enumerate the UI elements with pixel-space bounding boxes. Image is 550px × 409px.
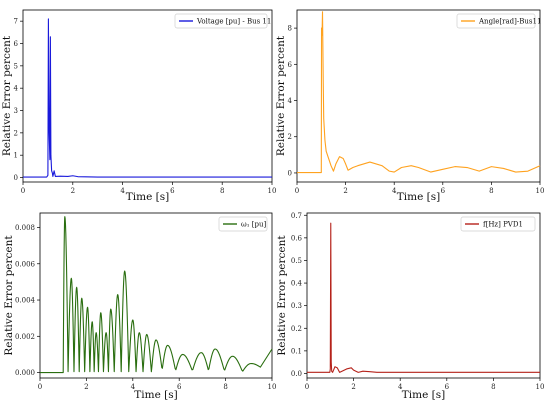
x-tick-label: 0 <box>38 383 42 391</box>
x-tick-label: 6 <box>170 187 175 195</box>
y-tick-label: 0 <box>288 169 292 177</box>
y-tick-label: 0.6 <box>291 234 303 242</box>
y-tick-label: 3 <box>14 107 18 115</box>
x-tick-label: 0 <box>305 383 309 391</box>
y-axis-label: Relative Error percent <box>1 35 13 156</box>
x-tick-label: 10 <box>268 187 277 195</box>
legend-box <box>174 13 268 29</box>
plot-frame <box>296 9 541 183</box>
x-tick-label: 0 <box>295 187 299 195</box>
y-tick-label: 0.3 <box>291 302 302 310</box>
x-tick-label: 6 <box>441 187 446 195</box>
plot-frame <box>306 212 541 379</box>
y-tick-label: 2 <box>288 133 292 141</box>
x-axis-label: Time [s] <box>126 191 169 203</box>
legend-label: ω₁ [pu] <box>241 221 266 229</box>
x-tick-label: 4 <box>398 383 403 391</box>
legend-label: Angle[rad]-Bus11 <box>478 18 541 26</box>
y-tick-label: 0.2 <box>291 325 302 333</box>
y-tick-label: 6 <box>14 40 19 48</box>
x-tick-label: 8 <box>220 187 224 195</box>
y-tick-label: 0.006 <box>15 260 36 268</box>
y-tick-label: 1 <box>14 152 18 160</box>
x-tick-label: 8 <box>489 187 493 195</box>
x-axis-label: Time [s] <box>397 191 440 203</box>
voltage-chart: 0 2 4 6 8 10 0 1 2 3 4 5 6 7 Time [s] Relative Error pe… <box>1 9 277 203</box>
y-axis-label: Relative Error percent <box>276 235 288 356</box>
y-tick-label: 4 <box>14 85 19 93</box>
x-tick-label: 2 <box>71 187 75 195</box>
y-tick-label: 0.5 <box>291 257 302 265</box>
y-tick-label: 0.000 <box>15 369 35 377</box>
x-tick-label: 2 <box>84 383 88 391</box>
legend-label: f[Hz] PVD1 <box>483 221 523 229</box>
x-tick-label: 4 <box>131 383 136 391</box>
y-tick-label: 0.0 <box>291 370 302 378</box>
y-axis-label: Relative Error percent <box>275 35 287 156</box>
legend-box <box>460 216 536 232</box>
legend-box <box>456 13 536 29</box>
x-tick-label: 4 <box>392 187 397 195</box>
y-axis-label: Relative Error percent <box>3 235 15 356</box>
x-tick-label: 6 <box>445 383 450 391</box>
x-tick-label: 2 <box>351 383 355 391</box>
series-line <box>307 222 540 373</box>
y-tick-label: 8 <box>288 25 292 33</box>
x-tick-label: 8 <box>491 383 495 391</box>
x-tick-label: 8 <box>223 383 227 391</box>
x-tick-label: 10 <box>536 187 545 195</box>
y-tick-label: 5 <box>14 62 18 70</box>
omega-chart: 0 2 4 6 8 10 0.000 0.002 0.004 0.006 0.008 Time [s]… <box>3 212 277 401</box>
legend-label: Voltage [pu] - Bus 11 <box>196 18 271 26</box>
y-tick-label: 0.004 <box>15 297 36 305</box>
y-tick-label: 0.4 <box>291 280 303 288</box>
x-tick-label: 4 <box>120 187 125 195</box>
y-tick-label: 0.1 <box>291 347 302 355</box>
plot-frame <box>39 212 273 379</box>
x-axis-label: Time [s] <box>402 389 445 401</box>
series-line <box>40 216 273 374</box>
legend-box <box>218 216 268 232</box>
y-tick-label: 0.002 <box>15 333 35 341</box>
angle-chart: 0 2 4 6 8 10 0 2 4 6 8 Time [s] Relative Error perce… <box>275 9 545 203</box>
x-tick-label: 10 <box>268 383 277 391</box>
plot-frame <box>22 9 273 183</box>
series-line <box>23 18 272 178</box>
x-axis-label: Time [s] <box>134 389 177 401</box>
y-tick-label: 7 <box>14 18 18 26</box>
x-tick-label: 6 <box>177 383 182 391</box>
y-tick-label: 4 <box>288 97 293 105</box>
y-tick-label: 0.7 <box>291 212 302 220</box>
x-tick-label: 2 <box>343 187 347 195</box>
x-tick-label: 10 <box>536 383 545 391</box>
y-tick-label: 0 <box>14 174 18 182</box>
y-tick-label: 6 <box>288 61 293 69</box>
series-line <box>297 11 541 174</box>
y-tick-label: 2 <box>14 129 18 137</box>
frequency-chart: 0 2 4 6 8 10 0.0 0.1 0.2 0.3 0.4 0.5 0.6 0.7 Time [s] R… <box>276 212 544 401</box>
y-tick-label: 0.008 <box>15 224 35 232</box>
x-tick-label: 0 <box>21 187 25 195</box>
